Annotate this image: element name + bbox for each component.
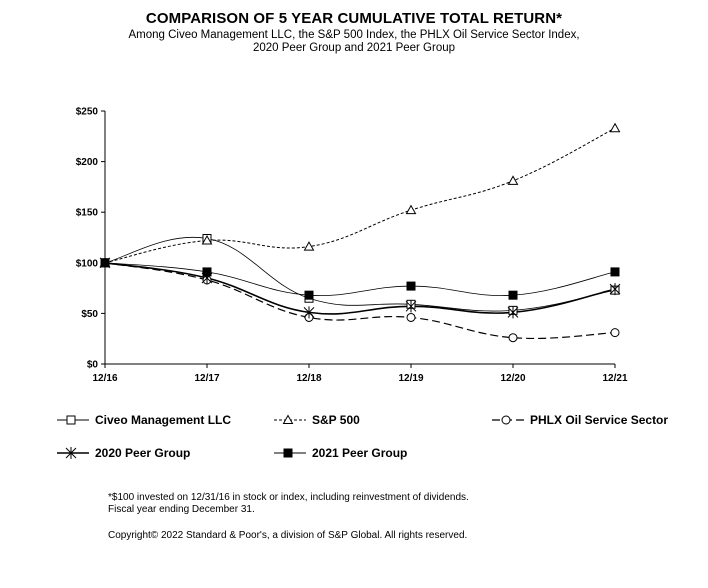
legend-item-sandp-500: S&P 500 (274, 413, 360, 427)
data-point-2021-peer-group (202, 267, 212, 277)
chart-subtitle-line-2: 2020 Peer Group and 2021 Peer Group (252, 42, 456, 54)
data-point-sandp-500 (609, 122, 621, 133)
data-point-2021-peer-group (100, 258, 110, 268)
series-line-2020-peer-group (104, 262, 616, 315)
legend-label: Civeo Management LLC (95, 413, 231, 427)
legend-marker (282, 414, 294, 424)
series-markers (99, 122, 621, 343)
y-tick-label: $150 (76, 208, 99, 219)
legend-item-2021-peer-group: 2021 Peer Group (274, 446, 407, 460)
legend-item-phlx-oil-service-sector: PHLX Oil Service Sector (492, 413, 668, 427)
data-point-phlx-oil-service-sector (508, 333, 518, 343)
legend-label: PHLX Oil Service Sector (530, 413, 668, 427)
data-point-phlx-oil-service-sector (610, 328, 620, 338)
legend-marker (501, 415, 511, 425)
y-tick-label: $100 (76, 258, 99, 269)
chart-subtitle-line-1: Among Civeo Management LLC, the S&P 500 … (128, 29, 580, 41)
y-tick-label: $250 (76, 107, 99, 118)
data-point-2020-peer-group (507, 306, 519, 319)
data-point-2020-peer-group (405, 300, 417, 313)
legend: Civeo Management LLC S&P 500 PHLX Oil Serv… (57, 413, 668, 460)
legend-marker (65, 447, 77, 459)
data-point-2021-peer-group (508, 290, 518, 300)
data-point-sandp-500 (303, 241, 315, 251)
data-point-2020-peer-group (303, 306, 315, 319)
x-tick-label: 12/17 (194, 373, 219, 384)
data-point-2021-peer-group (304, 290, 314, 300)
legend-marker (66, 415, 76, 425)
series-line-sandp-500 (104, 127, 616, 264)
data-point-sandp-500 (405, 204, 417, 215)
y-tick-label: $0 (87, 360, 99, 371)
series-line-phlx-oil-service-sector (104, 262, 616, 340)
data-point-2021-peer-group (610, 267, 620, 277)
y-tick-label: $200 (76, 157, 99, 168)
legend-label: S&P 500 (312, 413, 360, 427)
footnote-fiscal-year: Fiscal year ending December 31. (108, 504, 255, 515)
series-line-civeo-management-llc (104, 236, 616, 312)
copyright-notice: Copyright© 2022 Standard & Poor's, a div… (108, 530, 468, 541)
x-tick-label: 12/20 (500, 373, 525, 384)
legend-item-civeo-management-llc: Civeo Management LLC (57, 413, 231, 427)
data-point-sandp-500 (201, 235, 213, 245)
x-tick-label: 12/18 (296, 373, 321, 384)
legend-item-2020-peer-group: 2020 Peer Group (57, 446, 190, 460)
data-point-sandp-500 (507, 175, 519, 185)
legend-marker (283, 448, 293, 458)
series-line-2021-peer-group (104, 262, 616, 297)
legend-label: 2021 Peer Group (312, 446, 407, 460)
y-tick-label: $50 (81, 309, 98, 320)
legend-label: 2020 Peer Group (95, 446, 190, 460)
data-point-2020-peer-group (609, 283, 621, 296)
x-tick-label: 12/21 (602, 373, 627, 384)
x-tick-label: 12/16 (92, 373, 117, 384)
footnote-investment: *$100 invested on 12/31/16 in stock or i… (108, 492, 469, 503)
data-point-2021-peer-group (406, 281, 416, 291)
data-point-phlx-oil-service-sector (406, 312, 416, 322)
axes: $0 $50 $100 $150 $200 $250 12/16 12/17 12/18 12/1… (76, 107, 628, 385)
chart-title: COMPARISON OF 5 YEAR CUMULATIVE TOTAL RE… (145, 10, 563, 27)
x-tick-label: 12/19 (398, 373, 423, 384)
series-lines (104, 127, 616, 340)
